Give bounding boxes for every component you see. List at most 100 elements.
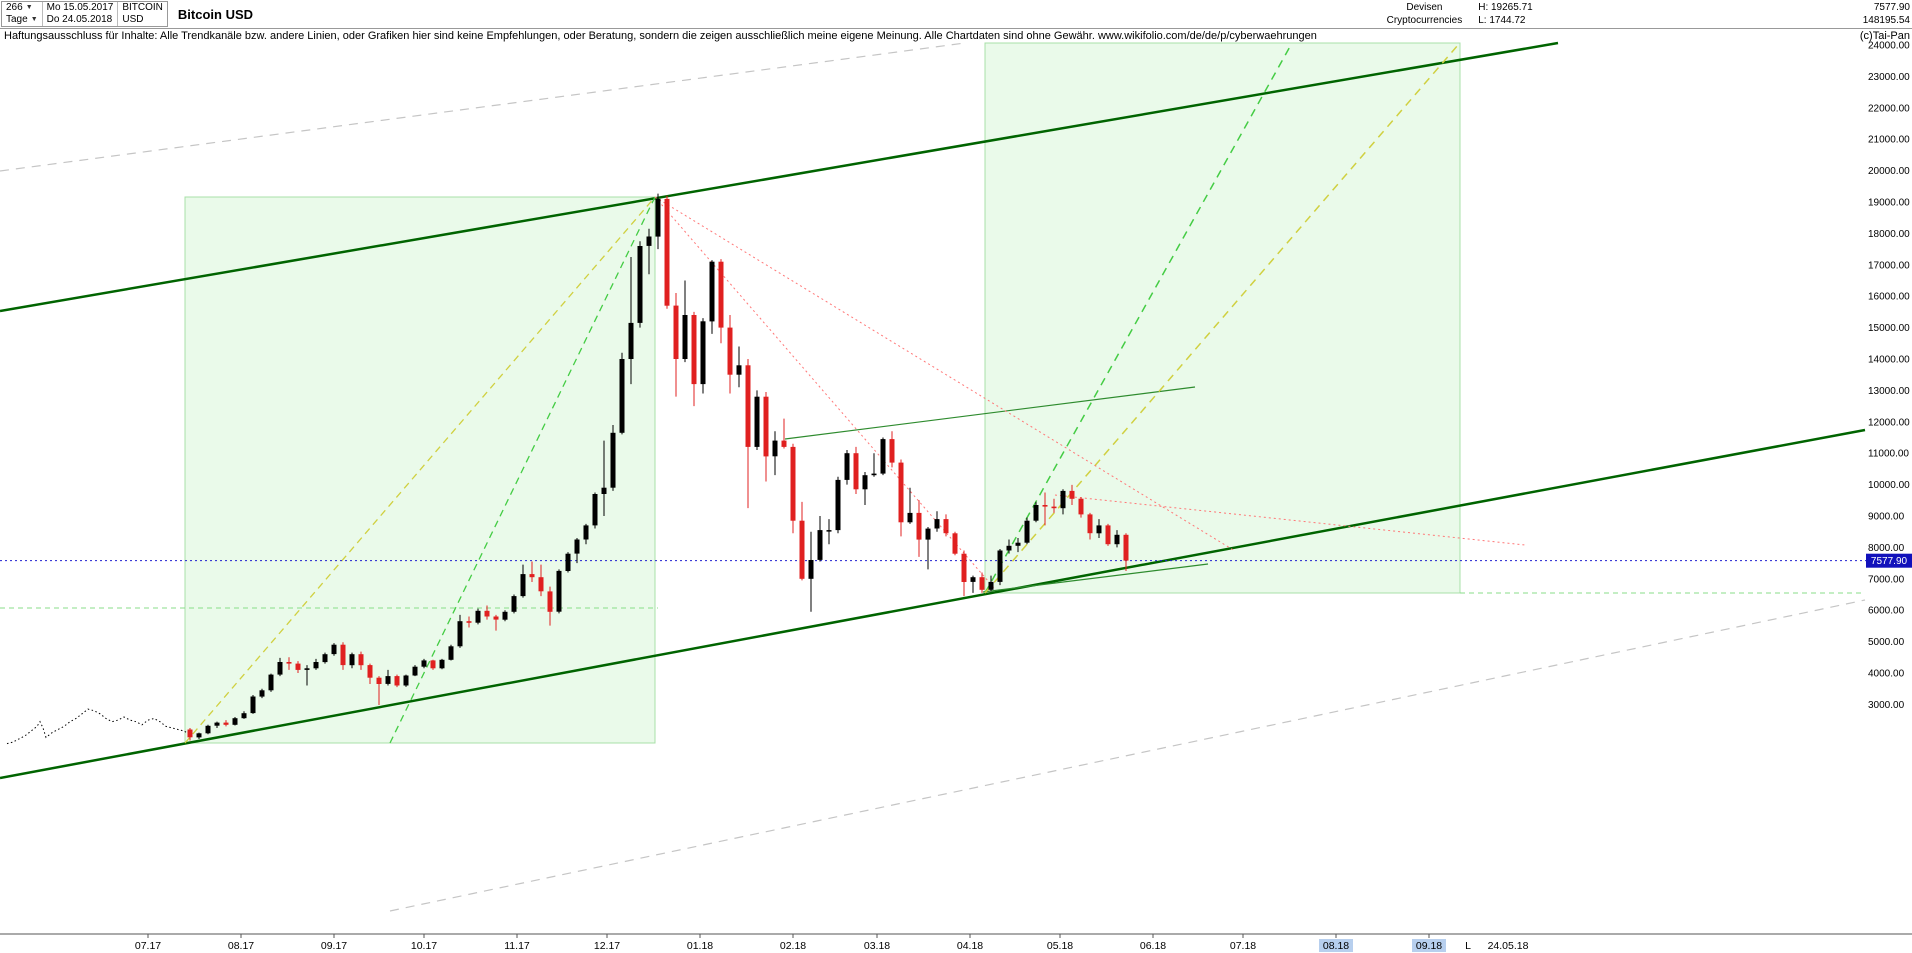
x-axis-label: 03.18 [864, 940, 890, 952]
category-label: Devisen [1406, 2, 1443, 13]
candle-body [196, 733, 202, 738]
currency-label: USD [122, 14, 144, 25]
candle-body [331, 644, 337, 655]
x-axis-label: 08.17 [228, 940, 254, 952]
chart-area: 24000.00 23000.00 22000.00 21000.00 20000.00… [0, 41, 1912, 953]
candle-body [502, 611, 508, 620]
candle-body [187, 729, 193, 738]
candle-body [808, 560, 814, 579]
candle-body [1006, 545, 1012, 551]
symbol-label: BITCOIN [122, 2, 163, 13]
y-axis-label: 10000.00 [1868, 480, 1910, 491]
candle-body [691, 315, 697, 385]
y-axis-label: 24000.00 [1868, 41, 1910, 52]
y-axis-label: 4000.00 [1868, 669, 1905, 680]
period-high-value: H: 19265.71 [1478, 2, 1533, 13]
candle-body [1015, 542, 1021, 546]
candle-body [277, 662, 283, 675]
high-low-block: H: 19265.71 L: 1744.72 [1478, 1, 1533, 27]
chart-canvas[interactable]: 24000.00 23000.00 22000.00 21000.00 20000.00… [0, 41, 1912, 953]
x-axis-label: 09.17 [321, 940, 347, 952]
period-controls: 266 ▼ Tage ▼ Mo 15.05.2017 Do 24.05.2018… [1, 1, 168, 27]
y-axis-label: 23000.00 [1868, 72, 1910, 83]
gray-channel-upper [0, 42, 966, 172]
candle-body [565, 553, 571, 571]
candle-body [286, 662, 292, 664]
candle-body [988, 581, 994, 590]
x-axis-label: 04.18 [957, 940, 983, 952]
candle-body [1105, 525, 1111, 545]
x-axis-label-highlight [1412, 939, 1446, 952]
y-axis-label: 3000.00 [1868, 700, 1905, 711]
candle-body [799, 520, 805, 579]
chevron-down-icon: ▼ [30, 16, 38, 23]
candle-body [1033, 505, 1039, 521]
candle-body [214, 722, 220, 726]
date-to-field[interactable]: Do 24.05.2018 [46, 14, 113, 25]
category-block: Devisen Cryptocurrencies [1387, 1, 1463, 27]
candle-body [637, 246, 643, 323]
candle-body [1024, 520, 1030, 543]
candle-body [754, 396, 760, 447]
candle-body [385, 676, 391, 684]
candle-body [1123, 534, 1129, 561]
candle-body [376, 677, 382, 684]
copyright-label: (c)Tai-Pan [1859, 30, 1910, 42]
candle-body [880, 439, 886, 474]
candle-body [610, 432, 616, 488]
y-axis-label: 16000.00 [1868, 292, 1910, 303]
bars-count-dropdown[interactable]: 266 ▼ [2, 2, 42, 14]
period-dropdown[interactable]: Tage ▼ [2, 14, 42, 26]
candle-body [826, 530, 832, 532]
candle-body [646, 236, 652, 246]
candle-body [619, 359, 625, 433]
candle-body [1078, 498, 1084, 515]
last-price-tag-label: 7577.90 [1871, 556, 1908, 567]
candle-body [367, 665, 373, 678]
x-axis-label: 08.18 [1323, 940, 1349, 952]
y-axis-label: 20000.00 [1868, 166, 1910, 177]
candle-body [979, 577, 985, 590]
x-axis-label: 11.17 [504, 940, 530, 952]
page-title: Bitcoin USD [177, 6, 254, 22]
secondary-value: 148195.54 [1862, 15, 1910, 26]
candle-body [241, 713, 247, 719]
pre-candles-dotted-line [6, 708, 188, 745]
candle-body [358, 654, 364, 666]
y-axis: 24000.00 23000.00 22000.00 21000.00 20000.00… [1866, 41, 1912, 711]
annotations-layer [0, 41, 1866, 912]
date-column: Mo 15.05.2017 Do 24.05.2018 [43, 2, 119, 26]
candle-body [997, 550, 1003, 582]
period-column: 266 ▼ Tage ▼ [2, 2, 43, 26]
candle-body [493, 616, 499, 620]
y-axis-label: 13000.00 [1868, 386, 1910, 397]
y-axis-label: 22000.00 [1868, 103, 1910, 114]
candle-body [772, 440, 778, 457]
y-axis-label: 15000.00 [1868, 323, 1910, 334]
header-bar: 266 ▼ Tage ▼ Mo 15.05.2017 Do 24.05.2018… [0, 0, 1912, 29]
candle-body [655, 198, 661, 237]
right-fan-green [984, 42, 1293, 594]
candle-body [403, 675, 409, 686]
x-axis-label: 02.18 [780, 940, 806, 952]
y-axis-label: 21000.00 [1868, 135, 1910, 146]
candle-body [736, 365, 742, 375]
y-axis-label: 11000.00 [1868, 449, 1909, 460]
y-axis-label: 6000.00 [1868, 606, 1905, 617]
candles-layer [187, 193, 1129, 741]
date-from-field[interactable]: Mo 15.05.2017 [46, 2, 114, 13]
candle-body [817, 530, 823, 560]
y-axis-label: 19000.00 [1868, 198, 1910, 209]
candle-body [1096, 525, 1102, 534]
candle-body [394, 676, 400, 686]
resistance-line [784, 386, 1196, 440]
candle-body [862, 475, 868, 490]
candle-body [952, 533, 958, 554]
gray-channel-lower [389, 599, 1866, 912]
disclaimer-bar: Haftungsausschluss für Inhalte: Alle Tre… [0, 29, 1912, 43]
candle-body [916, 512, 922, 540]
candle-body [592, 494, 598, 526]
y-axis-label: 5000.00 [1868, 637, 1905, 648]
candle-body [475, 610, 481, 623]
symbol-column: BITCOIN USD [118, 2, 167, 26]
